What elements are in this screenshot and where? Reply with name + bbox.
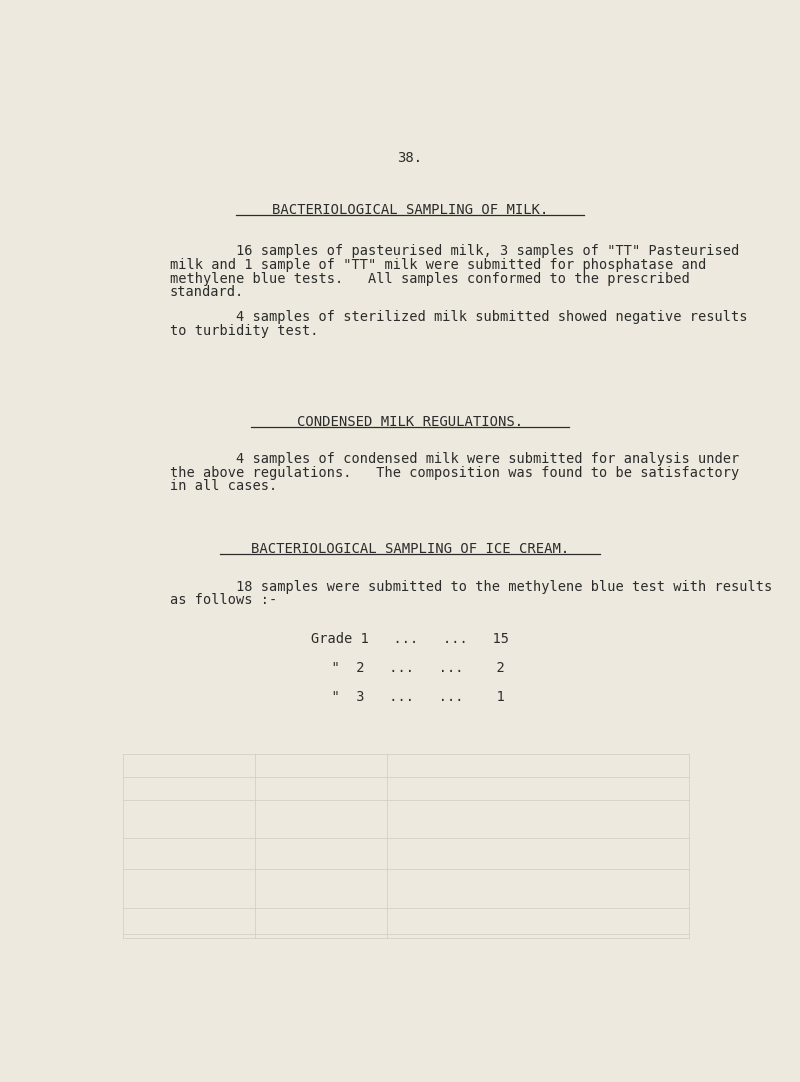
Text: as follows :-: as follows :- (170, 593, 277, 607)
Text: BACTERIOLOGICAL SAMPLING OF ICE CREAM.: BACTERIOLOGICAL SAMPLING OF ICE CREAM. (251, 542, 569, 556)
Text: to turbidity test.: to turbidity test. (170, 324, 318, 338)
Text: 4 samples of sterilized milk submitted showed negative results: 4 samples of sterilized milk submitted s… (170, 311, 747, 324)
Text: 18 samples were submitted to the methylene blue test with results: 18 samples were submitted to the methyle… (170, 580, 772, 594)
Text: standard.: standard. (170, 286, 244, 300)
Text: milk and 1 sample of "TT" milk were submitted for phosphatase and: milk and 1 sample of "TT" milk were subm… (170, 258, 706, 272)
Text: 4 samples of condensed milk were submitted for analysis under: 4 samples of condensed milk were submitt… (170, 451, 739, 465)
Text: BACTERIOLOGICAL SAMPLING OF MILK.: BACTERIOLOGICAL SAMPLING OF MILK. (272, 203, 548, 217)
Text: CONDENSED MILK REGULATIONS.: CONDENSED MILK REGULATIONS. (297, 414, 523, 428)
Text: in all cases.: in all cases. (170, 479, 277, 493)
Text: 38.: 38. (398, 151, 422, 166)
Text: methylene blue tests.   All samples conformed to the prescribed: methylene blue tests. All samples confor… (170, 272, 690, 286)
Text: Grade 1   ...   ...   15: Grade 1 ... ... 15 (311, 632, 509, 646)
Text: "  2   ...   ...    2: " 2 ... ... 2 (315, 661, 505, 675)
Text: 16 samples of pasteurised milk, 3 samples of "TT" Pasteurised: 16 samples of pasteurised milk, 3 sample… (170, 243, 739, 258)
Text: "  3   ...   ...    1: " 3 ... ... 1 (315, 690, 505, 704)
Text: the above regulations.   The composition was found to be satisfactory: the above regulations. The composition w… (170, 465, 739, 479)
